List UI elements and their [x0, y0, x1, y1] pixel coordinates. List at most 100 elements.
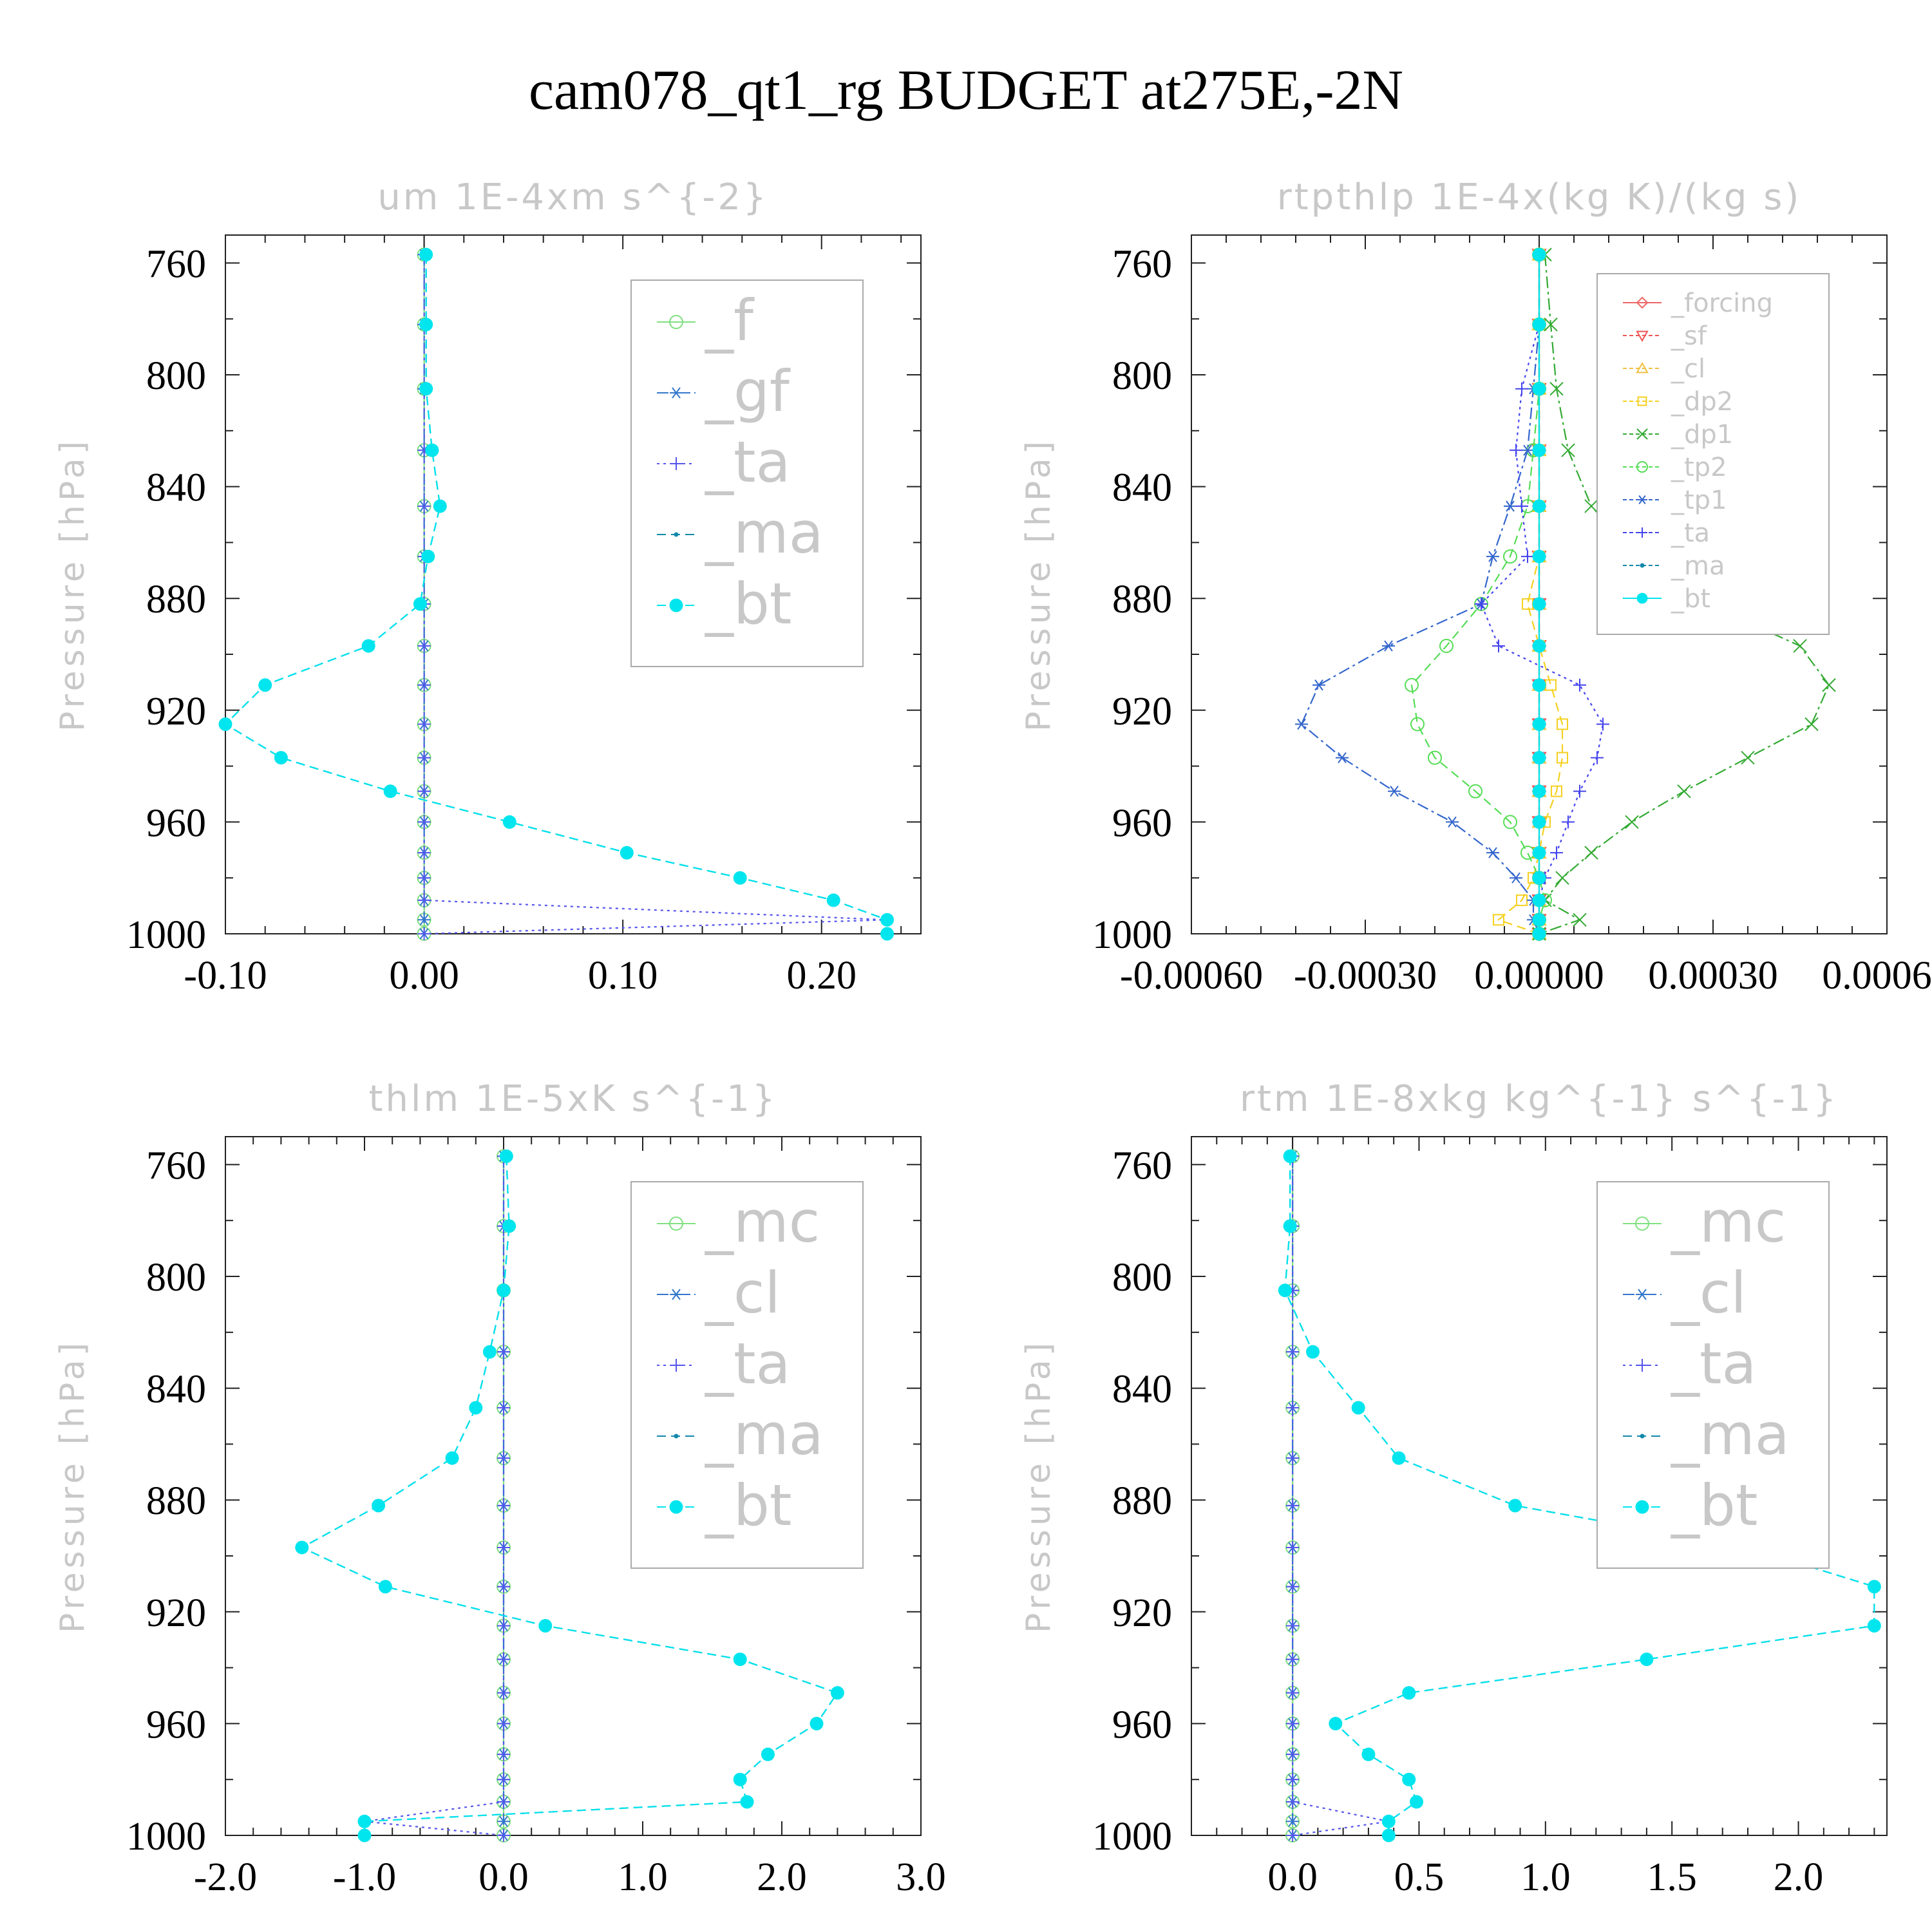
data-point [1439, 638, 1454, 653]
data-point [1361, 1747, 1376, 1761]
data-point [499, 1149, 513, 1163]
data-point [1532, 317, 1546, 332]
data-point [218, 717, 232, 731]
data-point [670, 1289, 683, 1300]
x-tick-label: 0.00000 [1474, 954, 1604, 998]
series-group [295, 1149, 844, 1842]
legend-label: _ma [705, 500, 824, 566]
chart-panel-rtm: rtm 1E-8xkg kg^{-1} s^{-1} Pressure [hPa]… [1019, 1078, 1888, 1899]
data-point [417, 499, 431, 513]
data-point [1286, 1748, 1300, 1761]
plot-frame [225, 1136, 922, 1836]
series-line [1292, 1156, 1389, 1837]
data-point [1336, 752, 1349, 764]
data-point [1402, 1686, 1416, 1700]
legend-label: _ta [705, 429, 790, 495]
data-point [1446, 816, 1459, 828]
data-point [1503, 815, 1517, 829]
x-tick-label: 1.5 [1647, 1855, 1697, 1899]
legend-label: _ta [705, 1331, 790, 1397]
data-point [1522, 598, 1533, 610]
data-point [425, 443, 439, 457]
data-point [1532, 751, 1546, 765]
plot-frame [1191, 1136, 1888, 1836]
legend-label: _ta [1671, 1331, 1756, 1397]
data-point [1493, 914, 1504, 926]
legend-label: _forcing [1671, 289, 1773, 318]
legend-label: _dp1 [1671, 420, 1733, 450]
panel-title: thlm 1E-5xK s^{-1} [368, 1078, 777, 1120]
data-point [669, 1217, 683, 1231]
data-point [1636, 330, 1649, 343]
data-point [1410, 1795, 1424, 1809]
data-point [1636, 461, 1648, 473]
data-point [419, 317, 433, 332]
data-point [620, 846, 634, 860]
y-tick-label: 800 [1112, 354, 1172, 398]
y-axis-label: Pressure [hPa] [1019, 437, 1058, 732]
data-point [1286, 1773, 1300, 1786]
data-point [669, 598, 683, 612]
series-group [1278, 1149, 1881, 1842]
data-point [1486, 847, 1499, 858]
x-tick-label: -0.10 [184, 954, 267, 998]
data-point [1402, 1772, 1416, 1786]
data-point [1503, 549, 1517, 564]
data-point [1286, 1452, 1300, 1465]
data-point [733, 1772, 747, 1786]
data-point [417, 815, 431, 829]
y-tick-label: 760 [1112, 1144, 1172, 1188]
data-point [1278, 1283, 1292, 1298]
data-point [258, 678, 272, 692]
data-point [669, 315, 683, 329]
legend-label: _bt [1671, 1472, 1757, 1539]
data-point [1640, 1653, 1654, 1667]
data-point [417, 927, 431, 940]
data-point [1532, 499, 1546, 513]
series-group [218, 247, 895, 941]
x-tick-label: 0.0 [1267, 1855, 1318, 1899]
data-point [1532, 678, 1546, 692]
data-point [497, 1653, 510, 1666]
legend-label: _cl [1671, 354, 1705, 384]
legend-label: _ma [705, 1401, 824, 1468]
y-tick-label: 880 [1112, 578, 1172, 621]
data-point [497, 1580, 510, 1593]
x-tick-label: 0.00060 [1822, 954, 1932, 998]
data-point [497, 1401, 510, 1414]
data-point [1532, 639, 1546, 653]
y-tick-label: 840 [146, 1368, 206, 1412]
y-tick-label: 920 [146, 690, 206, 734]
data-point [1635, 1217, 1649, 1231]
data-point [1562, 815, 1575, 829]
data-point [1555, 871, 1569, 885]
data-point [1532, 913, 1546, 927]
x-tick-label: 0.20 [786, 954, 857, 998]
data-point [497, 1499, 510, 1512]
data-point [1573, 784, 1586, 798]
data-point [1677, 784, 1691, 799]
data-point [1532, 927, 1546, 941]
data-point [1637, 396, 1647, 406]
y-axis-label: Pressure [hPa] [53, 1339, 92, 1633]
data-point [1544, 317, 1558, 332]
data-point [1351, 1401, 1365, 1415]
y-tick-label: 960 [146, 1703, 206, 1747]
series-line [364, 1156, 505, 1837]
data-point [1381, 1828, 1396, 1842]
data-point [383, 784, 397, 799]
data-point [1508, 1499, 1522, 1513]
data-point [1545, 679, 1557, 691]
data-point [1584, 499, 1598, 513]
data-point [1532, 382, 1546, 396]
plot-frame [225, 234, 922, 934]
y-tick-label: 1000 [1092, 913, 1172, 957]
data-point [1637, 495, 1647, 504]
x-tick-label: -1.0 [333, 1855, 396, 1899]
legend-label: _f [705, 287, 755, 354]
y-tick-label: 1000 [126, 913, 206, 957]
data-point [1532, 871, 1546, 885]
data-point [1486, 551, 1499, 562]
data-point [497, 1283, 511, 1298]
data-point [419, 382, 433, 396]
